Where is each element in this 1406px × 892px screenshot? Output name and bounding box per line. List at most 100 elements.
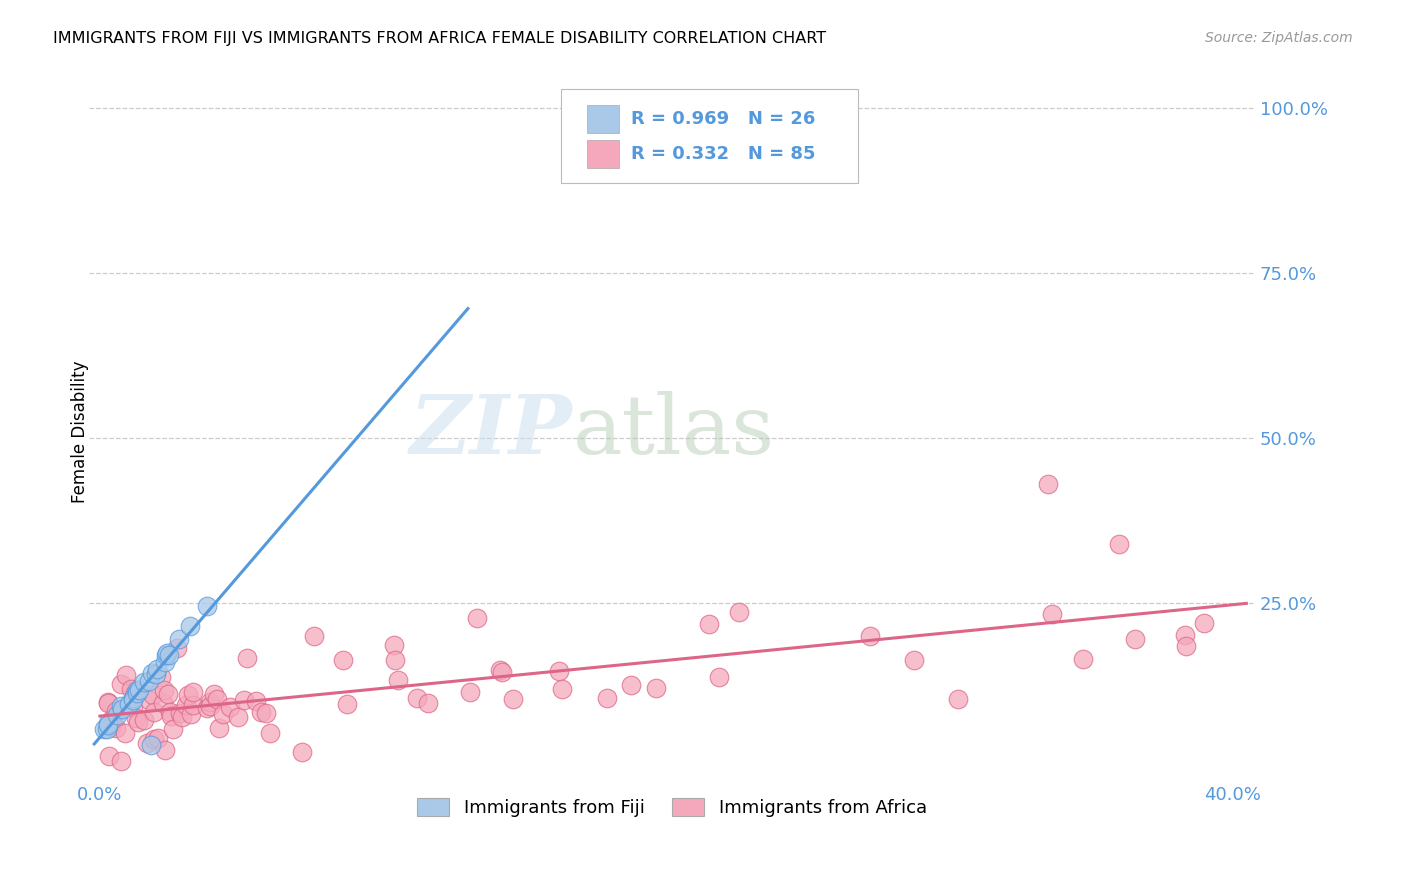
Point	[117, 698, 139, 712]
Text: Source: ZipAtlas.com: Source: ZipAtlas.com	[1205, 31, 1353, 45]
Point	[111, 702, 134, 716]
Point	[1040, 607, 1063, 621]
Point	[211, 706, 233, 721]
Point	[208, 721, 231, 735]
Point	[302, 629, 325, 643]
Point	[202, 687, 225, 701]
Point	[134, 713, 156, 727]
Point	[96, 723, 118, 737]
Point	[93, 722, 115, 736]
Point	[198, 695, 221, 709]
Point	[620, 677, 643, 691]
Point	[98, 749, 121, 764]
Point	[709, 670, 731, 684]
Point	[195, 700, 218, 714]
Point	[1073, 652, 1095, 666]
Y-axis label: Female Disability: Female Disability	[72, 360, 89, 503]
Point	[1174, 628, 1197, 642]
Point	[127, 715, 149, 730]
Point	[97, 715, 120, 730]
Point	[1174, 639, 1197, 653]
Point	[727, 605, 749, 619]
Point	[1108, 536, 1130, 550]
Point	[125, 711, 148, 725]
Point	[146, 731, 169, 745]
Point	[156, 687, 179, 701]
Point	[205, 692, 228, 706]
Point	[145, 666, 167, 681]
Point	[159, 705, 181, 719]
Point	[236, 651, 259, 665]
Point	[291, 745, 314, 759]
Point	[259, 726, 281, 740]
Point	[458, 685, 481, 699]
Point	[167, 632, 190, 647]
Point	[114, 726, 136, 740]
Point	[180, 706, 202, 721]
Point	[387, 673, 409, 687]
Point	[489, 664, 512, 678]
Point	[110, 754, 132, 768]
Text: R = 0.969   N = 26: R = 0.969 N = 26	[631, 110, 815, 128]
Point	[97, 696, 120, 710]
Point	[141, 666, 163, 681]
Point	[249, 705, 271, 719]
Point	[406, 690, 429, 705]
Point	[166, 641, 188, 656]
Point	[169, 706, 191, 720]
Point	[1038, 477, 1060, 491]
Point	[502, 691, 524, 706]
Point	[142, 689, 165, 703]
Point	[105, 721, 128, 735]
Point	[697, 616, 720, 631]
Point	[177, 688, 200, 702]
Point	[162, 723, 184, 737]
Text: ZIP: ZIP	[411, 392, 572, 472]
Point	[142, 705, 165, 719]
Point	[948, 691, 970, 706]
Point	[110, 677, 132, 691]
Point	[153, 655, 176, 669]
Point	[155, 648, 177, 662]
Point	[547, 664, 569, 678]
Point	[596, 691, 619, 706]
Point	[416, 696, 439, 710]
Point	[551, 681, 574, 696]
Point	[1192, 615, 1215, 630]
Point	[233, 692, 256, 706]
Point	[101, 712, 124, 726]
Point	[174, 698, 197, 712]
Point	[859, 629, 882, 643]
Point	[121, 700, 143, 714]
Point	[153, 743, 176, 757]
Point	[467, 610, 489, 624]
Point	[382, 638, 405, 652]
Point	[97, 695, 120, 709]
Point	[156, 646, 179, 660]
Point	[124, 686, 146, 700]
Point	[384, 653, 406, 667]
Point	[146, 662, 169, 676]
Point	[197, 599, 219, 614]
Point	[152, 696, 174, 710]
Point	[218, 700, 240, 714]
Point	[122, 693, 145, 707]
Legend: Immigrants from Fiji, Immigrants from Africa: Immigrants from Fiji, Immigrants from Af…	[409, 791, 934, 824]
Point	[115, 668, 138, 682]
FancyBboxPatch shape	[561, 89, 858, 183]
Point	[101, 715, 124, 730]
Point	[139, 738, 162, 752]
Point	[128, 683, 150, 698]
Point	[179, 619, 201, 633]
Point	[125, 686, 148, 700]
Point	[138, 693, 160, 707]
Text: IMMIGRANTS FROM FIJI VS IMMIGRANTS FROM AFRICA FEMALE DISABILITY CORRELATION CHA: IMMIGRANTS FROM FIJI VS IMMIGRANTS FROM …	[53, 31, 827, 46]
Point	[100, 720, 122, 734]
Point	[138, 673, 160, 688]
Point	[150, 670, 173, 684]
Text: R = 0.332   N = 85: R = 0.332 N = 85	[631, 145, 815, 163]
Point	[226, 710, 249, 724]
Text: atlas: atlas	[572, 392, 775, 472]
FancyBboxPatch shape	[586, 105, 619, 133]
Point	[125, 682, 148, 697]
